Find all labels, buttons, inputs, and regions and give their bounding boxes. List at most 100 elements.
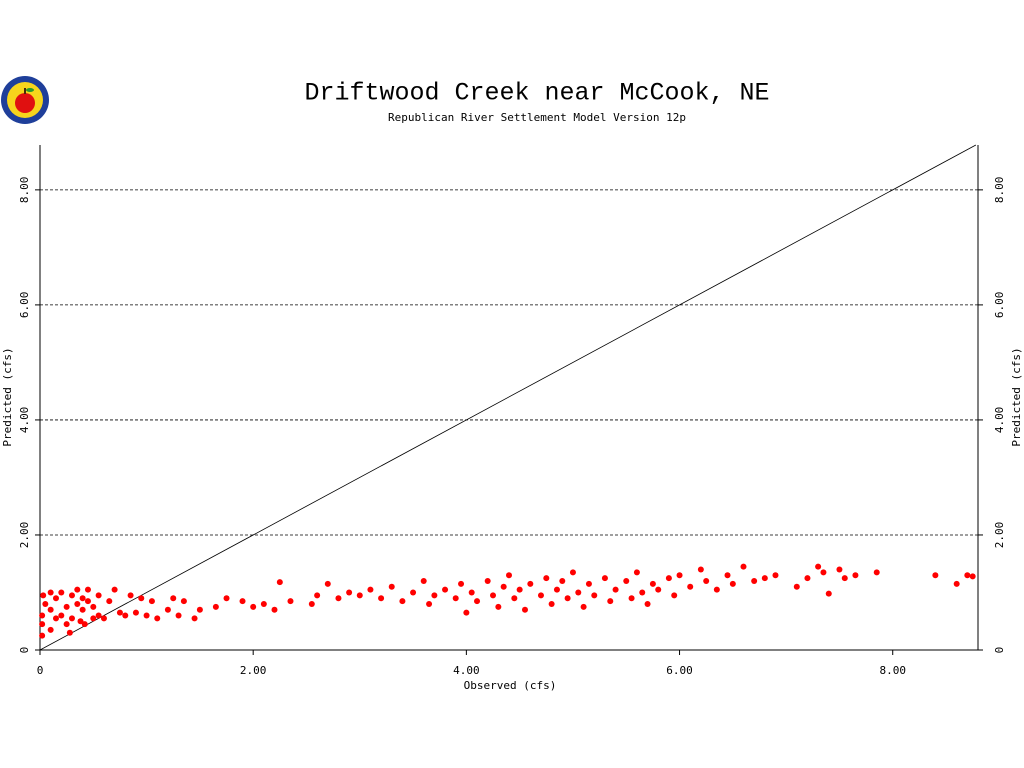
- point: [122, 612, 129, 619]
- point: [84, 586, 91, 593]
- x-tick-label: 2.00: [240, 664, 267, 677]
- point: [601, 575, 608, 582]
- point: [170, 595, 177, 602]
- point: [47, 626, 54, 633]
- point: [47, 606, 54, 613]
- point: [431, 592, 438, 599]
- point: [591, 592, 598, 599]
- point: [63, 621, 70, 628]
- point: [500, 583, 507, 590]
- point: [575, 589, 582, 596]
- point: [410, 589, 417, 596]
- y-tick-label: 0: [18, 647, 31, 654]
- point: [516, 586, 523, 593]
- y-axis-title: Predicted (cfs): [1, 347, 14, 446]
- point: [852, 572, 859, 579]
- point: [138, 595, 145, 602]
- point: [40, 592, 47, 599]
- point: [39, 632, 46, 639]
- point: [569, 569, 576, 576]
- point: [175, 612, 182, 619]
- point: [84, 598, 91, 605]
- y2-tick-label: 0: [993, 647, 1006, 654]
- point: [804, 575, 811, 582]
- point: [490, 592, 497, 599]
- point: [761, 575, 768, 582]
- point: [47, 589, 54, 596]
- point: [676, 572, 683, 579]
- point: [79, 606, 86, 613]
- point: [68, 615, 75, 622]
- point: [564, 595, 571, 602]
- point: [537, 592, 544, 599]
- y2-tick-label: 4.00: [993, 407, 1006, 434]
- point: [543, 575, 550, 582]
- point: [521, 606, 528, 613]
- point: [873, 569, 880, 576]
- point: [623, 577, 630, 584]
- point: [106, 598, 113, 605]
- point: [644, 600, 651, 607]
- point: [324, 580, 331, 587]
- y2-tick-label: 2.00: [993, 522, 1006, 549]
- x-tick-label: 4.00: [453, 664, 480, 677]
- point: [655, 586, 662, 593]
- point: [463, 609, 470, 616]
- point: [751, 577, 758, 584]
- point: [932, 572, 939, 579]
- point: [314, 592, 321, 599]
- point: [697, 566, 704, 573]
- point: [580, 603, 587, 610]
- point: [196, 606, 203, 613]
- point: [127, 592, 134, 599]
- y-tick-label: 8.00: [18, 177, 31, 204]
- x-tick-label: 8.00: [879, 664, 906, 677]
- point: [559, 577, 566, 584]
- point: [815, 563, 822, 570]
- point: [378, 595, 385, 602]
- point: [116, 609, 123, 616]
- point: [953, 580, 960, 587]
- point: [511, 595, 518, 602]
- y2-axis-title: Predicted (cfs): [1010, 347, 1023, 446]
- point: [271, 606, 278, 613]
- point: [687, 583, 694, 590]
- point: [223, 595, 230, 602]
- point: [90, 615, 97, 622]
- point: [260, 600, 267, 607]
- point: [346, 589, 353, 596]
- point: [191, 615, 198, 622]
- point: [212, 603, 219, 610]
- x-tick-label: 0: [37, 664, 44, 677]
- point: [628, 595, 635, 602]
- point: [607, 598, 614, 605]
- point: [154, 615, 161, 622]
- point: [66, 629, 73, 636]
- point: [180, 598, 187, 605]
- point: [111, 586, 118, 593]
- point: [793, 583, 800, 590]
- point: [287, 598, 294, 605]
- y-tick-label: 4.00: [18, 407, 31, 434]
- point: [724, 572, 731, 579]
- point: [52, 615, 59, 622]
- point: [836, 566, 843, 573]
- chart-title: Driftwood Creek near McCook, NE: [304, 79, 769, 108]
- point: [58, 612, 65, 619]
- point: [90, 603, 97, 610]
- y-tick-label: 2.00: [18, 522, 31, 549]
- point: [276, 579, 283, 586]
- point: [825, 590, 832, 597]
- point: [356, 592, 363, 599]
- point: [484, 577, 491, 584]
- point: [388, 583, 395, 590]
- x-tick-label: 6.00: [666, 664, 693, 677]
- point: [495, 603, 502, 610]
- point: [553, 586, 560, 593]
- point: [772, 572, 779, 579]
- point: [42, 600, 49, 607]
- point: [308, 600, 315, 607]
- one-to-one-line: [39, 144, 977, 651]
- point: [79, 595, 86, 602]
- point: [52, 595, 59, 602]
